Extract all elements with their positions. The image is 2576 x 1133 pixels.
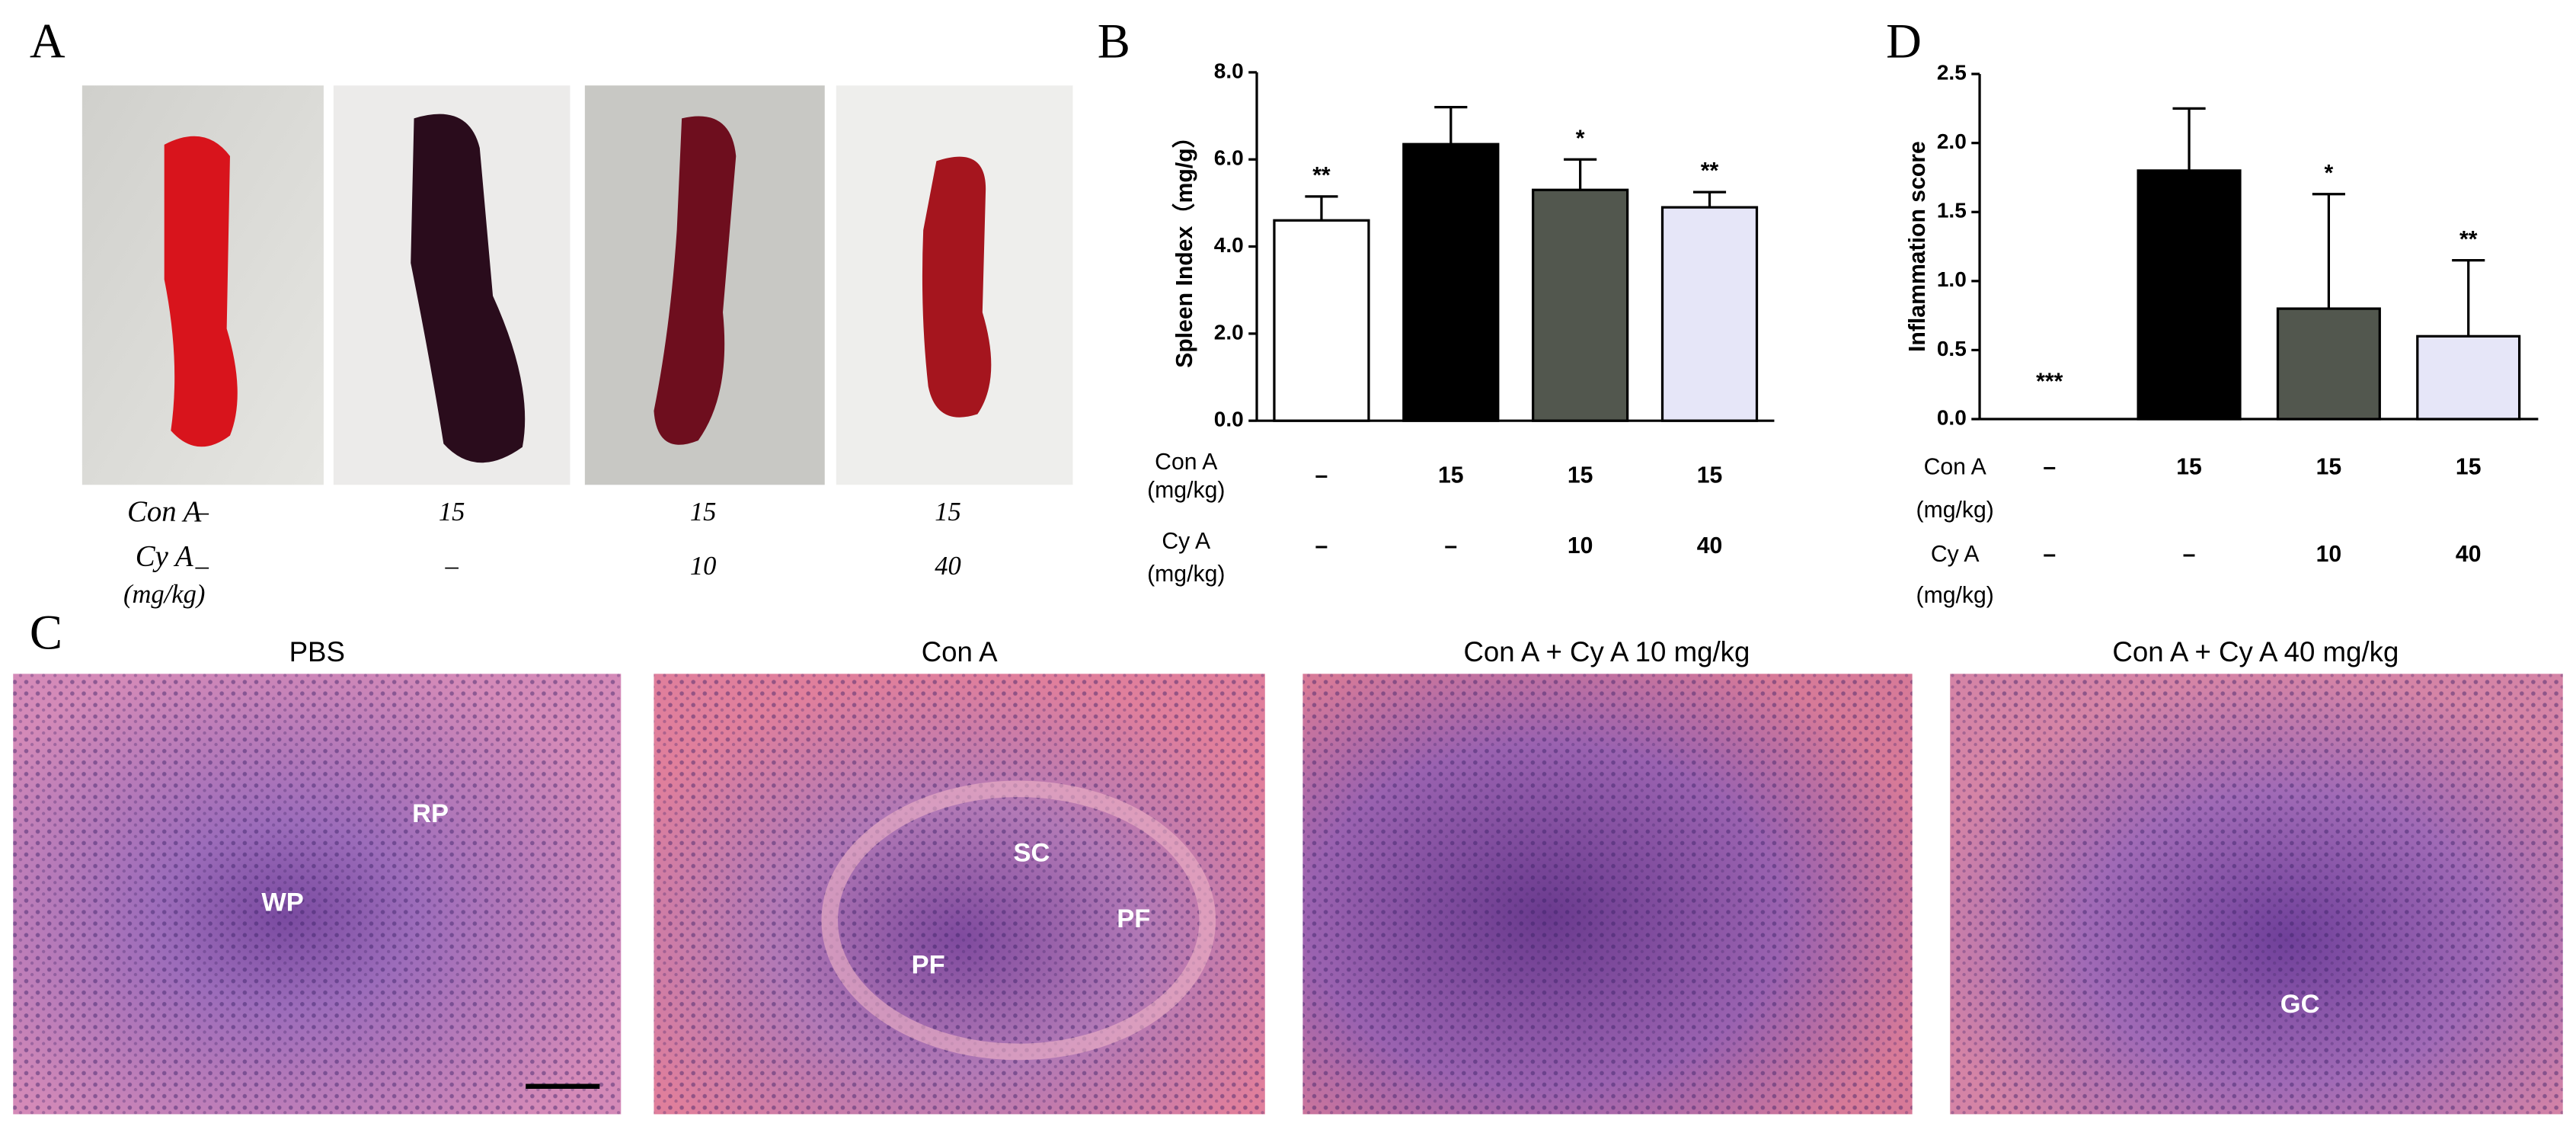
dose-label: 15 — [1438, 462, 1464, 488]
dose-label: 10 — [2316, 542, 2342, 567]
y-tick-label: 0.0 — [1214, 408, 1244, 431]
dose-label: – — [2043, 455, 2056, 480]
significance-label: * — [1576, 126, 1585, 151]
histology-texture — [13, 674, 622, 1115]
image-title: Con A + Cy A 40 mg/kg — [2112, 636, 2399, 667]
dose-label: 40 — [1697, 533, 1723, 558]
y-tick-label: 6.0 — [1214, 146, 1244, 170]
spleen-photos — [81, 85, 1073, 485]
image-title: Con A + Cy A 10 mg/kg — [1463, 636, 1750, 667]
image-annotation: WP — [261, 888, 304, 917]
y-tick-label: 1.5 — [1937, 199, 1967, 222]
significance-label: ** — [1312, 163, 1331, 188]
dose-label: 10 — [1568, 533, 1593, 558]
dose-label: 40 — [935, 552, 960, 581]
image-annotation: PF — [912, 950, 945, 979]
row-label: Cy A — [1162, 529, 1211, 554]
dose-label: – — [195, 552, 209, 581]
image-annotation: SC — [1014, 839, 1050, 868]
y-tick-label: 1.0 — [1937, 267, 1967, 291]
significance-label: * — [2325, 161, 2334, 186]
histology-texture — [1950, 674, 2563, 1115]
dose-label: 15 — [935, 498, 960, 526]
y-tick-label: 8.0 — [1214, 59, 1244, 82]
spleen — [164, 136, 238, 447]
image-annotation: RP — [412, 799, 449, 828]
row-label: Con A — [1155, 450, 1218, 475]
spleen — [654, 116, 737, 445]
dose-label: 40 — [2456, 542, 2482, 567]
unit-label: (mg/kg) — [1916, 498, 1994, 523]
histology — [13, 674, 2563, 1115]
y-tick-label: 0.0 — [1937, 405, 1967, 429]
y-tick-label: 2.0 — [1937, 130, 1967, 153]
y-tick-label: 2.5 — [1937, 60, 1967, 84]
y-tick-label: 0.5 — [1937, 337, 1967, 360]
dose-label: – — [2043, 542, 2056, 567]
row-label: Con A — [1924, 455, 1987, 480]
unit-label: (mg/kg) — [1147, 562, 1225, 587]
histology-texture — [1302, 674, 1913, 1115]
image-title: Con A — [922, 636, 998, 667]
unit-label: (mg/kg) — [1147, 478, 1225, 503]
bar — [2416, 334, 2521, 421]
bar — [1402, 142, 1500, 422]
dose-label: – — [445, 552, 459, 581]
panel-label: A — [30, 13, 66, 68]
row-label: Cy A — [1931, 542, 1980, 567]
row-label: Cy A — [136, 539, 193, 572]
dose-label: 15 — [1568, 462, 1593, 488]
image-title: PBS — [289, 636, 345, 667]
spleen — [922, 156, 992, 418]
bar — [1532, 188, 1629, 422]
bar — [2137, 169, 2242, 421]
labels: A B C D Con A Cy A (mg/kg) — [30, 13, 1922, 659]
spleen — [411, 114, 526, 463]
dose-label: 15 — [690, 498, 717, 526]
dose-label: 15 — [439, 498, 465, 526]
significance-label: ** — [2459, 227, 2478, 252]
panel-label: D — [1886, 13, 1922, 68]
dose-label: 15 — [2316, 455, 2342, 480]
bar — [1660, 206, 1759, 422]
row-label: Con A — [127, 495, 202, 528]
dose-label: – — [1315, 533, 1328, 558]
image-annotation: GC — [2280, 990, 2320, 1019]
unit-label: (mg/kg) — [1916, 583, 1994, 608]
bar — [2276, 307, 2381, 421]
dose-label: – — [1315, 462, 1328, 488]
dose-label: 15 — [1697, 462, 1723, 488]
dose-label: – — [2183, 542, 2196, 567]
follicle-ring — [821, 780, 1216, 1061]
dose-label: – — [1444, 533, 1457, 558]
image-annotation: PF — [1117, 904, 1150, 933]
significance-label: *** — [2036, 370, 2063, 395]
dose-label: 10 — [690, 552, 717, 581]
y-tick-label: 4.0 — [1214, 233, 1244, 257]
panel-label: C — [30, 605, 62, 660]
dose-label: – — [195, 498, 209, 526]
dose-label: 15 — [2456, 455, 2482, 480]
bar — [1273, 219, 1370, 422]
panel-label: B — [1098, 13, 1130, 68]
dose-label: 15 — [2176, 455, 2202, 480]
y-axis-label: Inflammation score — [1905, 141, 1930, 352]
significance-label: ** — [1701, 158, 1719, 184]
unit-label: (mg/kg) — [123, 580, 205, 609]
y-axis-label: Spleen Index（mg/g） — [1171, 125, 1197, 368]
y-tick-label: 2.0 — [1214, 320, 1244, 344]
